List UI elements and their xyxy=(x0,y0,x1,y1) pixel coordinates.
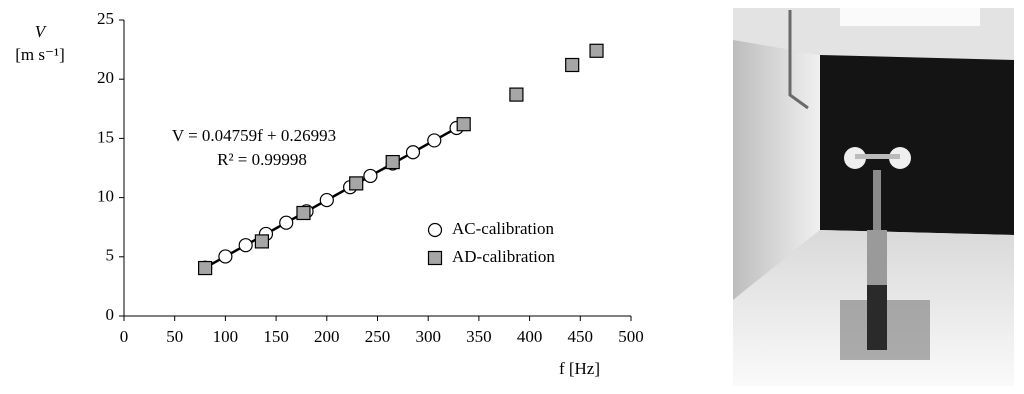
pipe xyxy=(788,10,809,110)
data-point xyxy=(279,215,294,230)
data-point xyxy=(198,260,213,276)
mast xyxy=(873,170,881,230)
y-tick-label: 20 xyxy=(97,68,114,87)
data-point xyxy=(589,43,604,58)
back-wall xyxy=(820,55,1014,235)
x-tick-label: 300 xyxy=(415,327,441,346)
left-wall xyxy=(733,40,820,300)
y-tick-label: 5 xyxy=(106,246,115,265)
sensor-bottom xyxy=(867,285,887,350)
x-tick-label: 250 xyxy=(365,327,391,346)
y-tick-label: 25 xyxy=(97,9,114,28)
data-point xyxy=(349,176,364,191)
y-tick-label: 15 xyxy=(97,127,114,146)
y-axis-label: V xyxy=(35,22,48,41)
data-point xyxy=(218,249,233,264)
x-tick-label: 350 xyxy=(466,327,492,346)
data-point xyxy=(254,234,270,249)
data-point xyxy=(385,154,400,170)
cup-arm xyxy=(855,154,900,159)
x-tick-label: 100 xyxy=(213,327,239,346)
chart: V [m s⁻¹] f [Hz] V = 0.04759f + 0.26993 … xyxy=(15,22,600,378)
photo xyxy=(733,8,1014,386)
x-tick-label: 150 xyxy=(263,327,289,346)
legend-marker xyxy=(427,222,443,238)
data-point xyxy=(456,117,471,132)
data-point xyxy=(509,87,524,102)
x-axis-label: f [Hz] xyxy=(559,359,600,378)
legend-marker xyxy=(427,250,443,266)
data-point xyxy=(238,238,253,253)
ceiling-light xyxy=(840,8,980,26)
x-tick-label: 500 xyxy=(618,327,644,346)
x-tick-label: 450 xyxy=(568,327,594,346)
y-tick-label: 0 xyxy=(106,305,115,324)
data-point xyxy=(565,57,580,73)
data-point xyxy=(319,192,334,208)
x-tick-label: 0 xyxy=(120,327,129,346)
x-tick-label: 400 xyxy=(517,327,543,346)
r-squared: R² = 0.99998 xyxy=(217,150,307,169)
equation: V = 0.04759f + 0.26993 xyxy=(172,126,336,145)
data-point xyxy=(405,145,421,160)
legend-label: AC-calibration xyxy=(452,219,554,238)
y-tick-label: 10 xyxy=(97,187,114,206)
x-tick-label: 50 xyxy=(166,327,183,346)
data-point xyxy=(363,168,378,184)
data-point xyxy=(427,133,442,148)
x-tick-label: 200 xyxy=(314,327,340,346)
legend-label: AD-calibration xyxy=(452,247,555,266)
y-axis-unit: [m s⁻¹] xyxy=(15,45,64,64)
data-point xyxy=(296,205,311,221)
